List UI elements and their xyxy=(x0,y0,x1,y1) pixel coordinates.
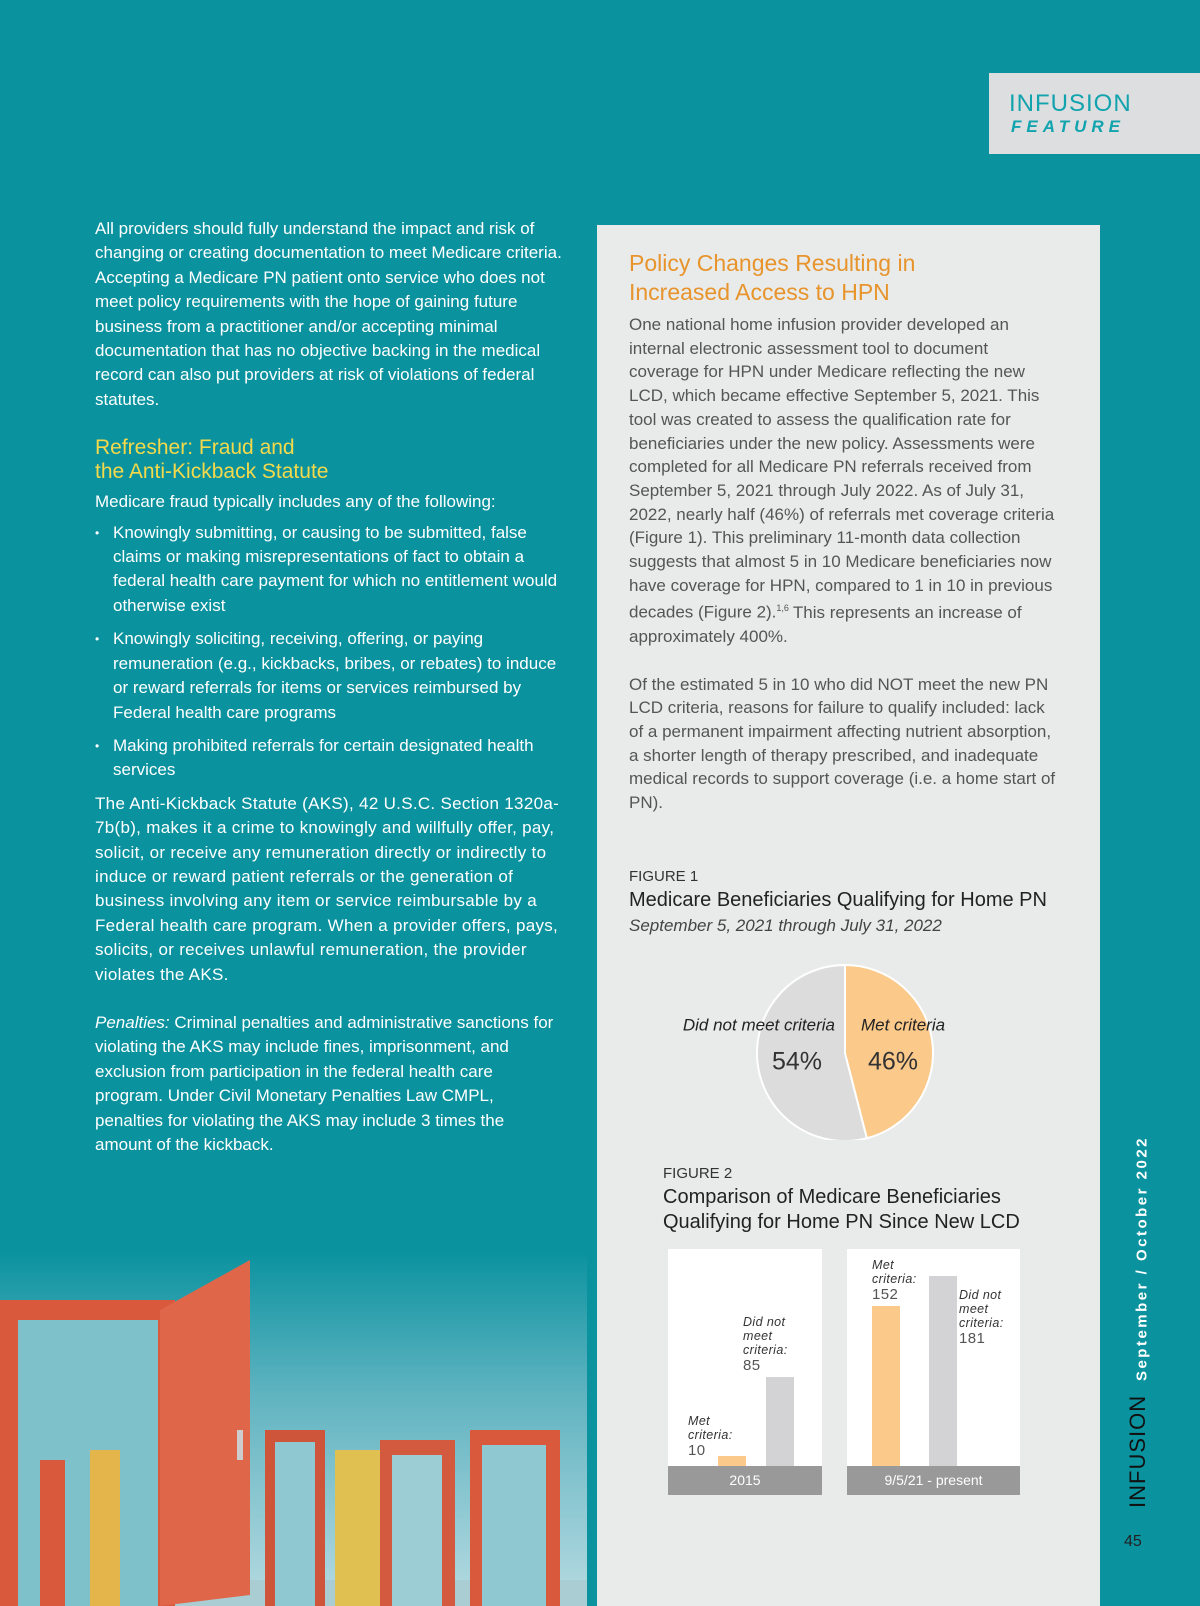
paragraph: Medicare fraud typically includes any of… xyxy=(95,492,496,512)
heading-line: Refresher: Fraud and xyxy=(95,436,295,460)
bullet: Making prohibited referrals for certain … xyxy=(95,734,565,783)
run-in-label: Penalties: xyxy=(95,1012,170,1032)
page-number: 45 xyxy=(1124,1533,1142,1550)
doors-photo xyxy=(0,1250,587,1606)
figure-title: Comparison of Medicare Beneficiaries Qual… xyxy=(663,1185,1020,1235)
figure-title: Medicare Beneficiaries Qualifying for Ho… xyxy=(629,889,1047,911)
bar xyxy=(929,1276,957,1466)
heading: Refresher: Fraud and the Anti-Kickback St… xyxy=(95,436,565,484)
pie-slice xyxy=(756,963,869,1140)
paragraph: Penalties: Criminal penalties and admini… xyxy=(95,1011,565,1157)
footer-brand: INFUSION xyxy=(1125,1394,1150,1508)
bar-panel: 9/5/21 - present Met criteria: 152 Did not … xyxy=(847,1249,1020,1495)
paragraph-text: Criminal penalties and administrative sa… xyxy=(95,1012,554,1154)
series-name: Met criteria: xyxy=(872,1258,917,1287)
slice-label: Did not meet criteria xyxy=(683,1015,835,1034)
bullet-list: Knowingly submitting, or causing to be s… xyxy=(95,521,565,783)
issue-date: September / October 2022 xyxy=(1133,1135,1151,1382)
bar-label: Did not meet criteria: 181 xyxy=(959,1288,1015,1348)
bar-panel: 2015 Met criteria: 10 Did not meet criteria… xyxy=(668,1249,822,1495)
bar-label: Did not meet criteria: 85 xyxy=(743,1315,799,1375)
figure-label: FIGURE 2 xyxy=(663,1165,733,1182)
title-line: Increased Access to HPN xyxy=(629,279,890,305)
bar-chart: 2015 Met criteria: 10 Did not meet criteria… xyxy=(597,1249,1100,1495)
heading-line: the Anti-Kickback Statute xyxy=(95,460,329,484)
value-label: 54% xyxy=(772,1048,822,1076)
sidebar: Policy Changes Resulting in Increased Acc… xyxy=(597,225,1100,1606)
pie-chart: 54% Did not meet criteria 46% Met criteria xyxy=(683,963,945,1140)
header-section: FEATURE xyxy=(1011,117,1126,136)
paragraph: The Anti-Kickback Statute (AKS), 42 U.S.… xyxy=(95,793,560,984)
series-name: Did not meet criteria: xyxy=(959,1288,1004,1330)
value-label: 181 xyxy=(959,1330,986,1347)
sidebar-text: Policy Changes Resulting in Increased Acc… xyxy=(629,249,1059,839)
paragraph: All providers should fully understand th… xyxy=(95,219,562,409)
bar-label: Met criteria: 10 xyxy=(688,1414,744,1460)
title-line: Policy Changes Resulting in xyxy=(629,250,916,276)
slice-label: Met criteria xyxy=(861,1015,945,1034)
bullet: Knowingly soliciting, receiving, offerin… xyxy=(95,627,565,725)
title-line: Comparison of Medicare Beneficiaries xyxy=(663,1186,1001,1208)
header-box: INFUSION FEATURE xyxy=(989,73,1200,154)
category-label: 9/5/21 - present xyxy=(847,1466,1020,1495)
value-label: 10 xyxy=(688,1441,706,1459)
paragraph-text: This represents an increase of approxima… xyxy=(629,603,1022,646)
category-label: 2015 xyxy=(668,1466,822,1495)
citation: 1,6 xyxy=(776,603,789,614)
value-label: 85 xyxy=(743,1356,761,1374)
bar xyxy=(718,1455,746,1466)
figure-subtitle: September 5, 2021 through July 31, 2022 xyxy=(629,916,942,935)
sidebar-title: Policy Changes Resulting in Increased Acc… xyxy=(629,249,1059,307)
paragraph: One national home infusion provider deve… xyxy=(629,313,1059,649)
value-label: 46% xyxy=(868,1048,918,1076)
paragraph-text: One national home infusion provider deve… xyxy=(629,315,1055,623)
paragraph: Of the estimated 5 in 10 who did NOT mee… xyxy=(629,674,1056,813)
series-name: Did not meet criteria: xyxy=(743,1314,788,1357)
left-column: All providers should fully understand th… xyxy=(95,217,565,1181)
header-brand: INFUSION xyxy=(1009,90,1132,117)
bar xyxy=(766,1376,794,1466)
series-name: Met criteria: xyxy=(688,1413,733,1442)
figure-label: FIGURE 1 xyxy=(629,868,699,885)
pie-slice xyxy=(844,963,934,1140)
bar-label: Met criteria: 152 xyxy=(872,1258,928,1304)
title-line: Qualifying for Home PN Since New LCD xyxy=(663,1211,1020,1233)
value-label: 152 xyxy=(872,1286,899,1304)
bar xyxy=(872,1306,900,1466)
bullet: Knowingly submitting, or causing to be s… xyxy=(95,521,565,619)
